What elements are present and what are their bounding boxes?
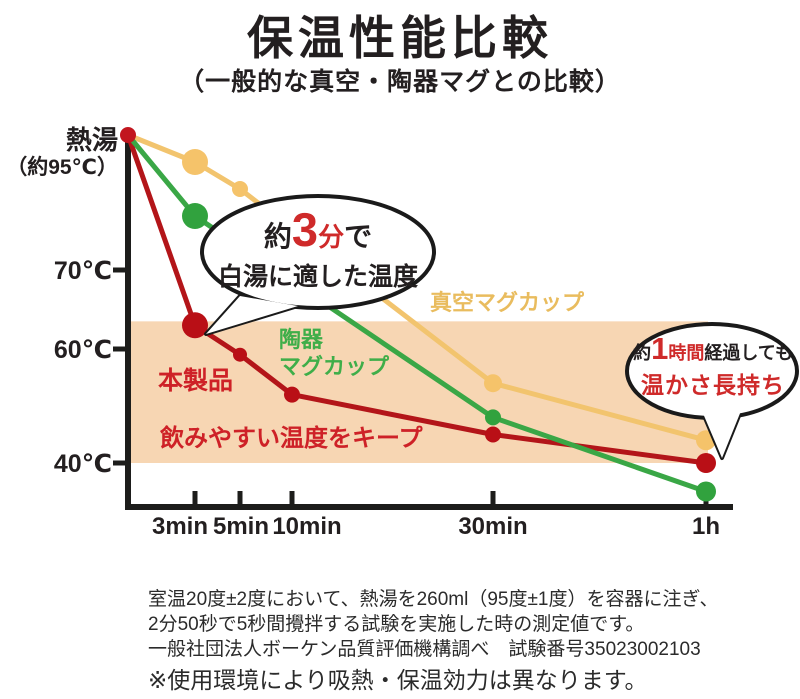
x-tick-label-3min: 3min — [151, 513, 209, 540]
footer-line-2: 2分50秒で5秒間攪拌する試験を実施した時の測定値です。 — [148, 614, 645, 635]
start-point-95c — [120, 127, 136, 143]
footer-line-1: 室温20度±2度において、熱湯を260ml（95度±1度）を容器に注ぎ、 — [148, 589, 719, 610]
speech-bubble-3min-line1: 約 3 分 で — [200, 206, 436, 255]
bubble-left-seg-1: 約 — [263, 221, 292, 252]
speech-bubble-3min: 約 3 分 で 白湯に適した温度 — [200, 206, 436, 293]
series-line-ceramic-mug — [126, 133, 707, 494]
data-point-vacuum-mug-5min — [232, 181, 248, 197]
speech-bubble-left-shape — [200, 194, 436, 310]
speech-bubble-right-tail-join — [699, 396, 747, 458]
usage-note: ※使用環境により吸熱・保温効力は異なります。 — [148, 667, 648, 693]
data-point-vacuum-mug-30min — [484, 374, 502, 393]
y-axis-hot-water-line2: （約95℃） — [6, 155, 118, 179]
data-point-product-5min — [233, 347, 247, 362]
data-point-ceramic-mug-60min — [696, 481, 716, 502]
y-tick-label-70c: 70℃ — [53, 257, 112, 285]
bubble-left-seg-4: で — [344, 221, 373, 252]
bubble-right-seg-3: 時間 — [668, 343, 705, 363]
series-label-vacuum-mug: 真空マグカップ — [430, 290, 585, 315]
x-tick-label-1h: 1h — [691, 513, 721, 540]
speech-bubble-1h-line2: 温かさ長持ち — [641, 372, 785, 398]
data-point-product-10min — [284, 386, 300, 403]
bubble-left-seg-2: 3 — [291, 203, 319, 256]
y-tick-label-40c: 40℃ — [53, 450, 112, 478]
bubble-right-seg-1: 約 — [633, 343, 652, 363]
speech-bubble-left-tail-join — [206, 296, 298, 334]
y-tick-label-60c: 60℃ — [53, 336, 112, 364]
data-point-product-30min — [485, 426, 501, 443]
data-point-ceramic-mug-3min — [182, 203, 208, 229]
speech-bubble-1h: 約 1 時間 経過しても 温かさ長持ち — [627, 333, 799, 400]
x-tick-label-5min: 5min — [212, 513, 270, 540]
data-point-product-60min — [696, 453, 716, 473]
data-point-ceramic-mug-30min — [485, 409, 501, 426]
data-point-vacuum-mug-3min — [182, 149, 208, 175]
bubble-right-seg-4: 経過しても — [704, 343, 793, 363]
y-axis-hot-water-label: 熱湯 （約95℃） — [0, 125, 118, 180]
series-label-ceramic-line2: マグカップ — [279, 353, 390, 379]
data-point-product-3min — [182, 312, 208, 339]
page-title: 保温性能比較 — [247, 12, 553, 64]
page-subtitle: （一般的な真空・陶器マグとの比較） — [179, 68, 621, 96]
series-label-ceramic-line1: 陶器 — [279, 327, 324, 352]
band-label-easy-drink-temp: 飲みやすい温度をキープ — [160, 425, 423, 452]
series-label-ceramic-mug: 陶器 マグカップ — [279, 327, 389, 381]
x-tick-label-10min: 10min — [272, 513, 342, 540]
bubble-right-seg-2: 1 — [651, 331, 669, 366]
series-line-product — [125, 134, 707, 466]
footer-line-3: 一般社団法人ボーケン品質評価機構調べ 試験番号35023002103 — [148, 639, 701, 660]
bubble-left-seg-3: 分 — [318, 222, 345, 252]
speech-bubble-3min-line2: 白湯に適した温度 — [217, 263, 418, 291]
x-tick-label-30min: 30min — [458, 513, 528, 540]
series-label-product: 本製品 — [158, 367, 234, 395]
speech-bubble-1h-line1: 約 1 時間 経過しても — [627, 333, 799, 365]
y-axis-hot-water-line1: 熱湯 — [65, 125, 118, 155]
